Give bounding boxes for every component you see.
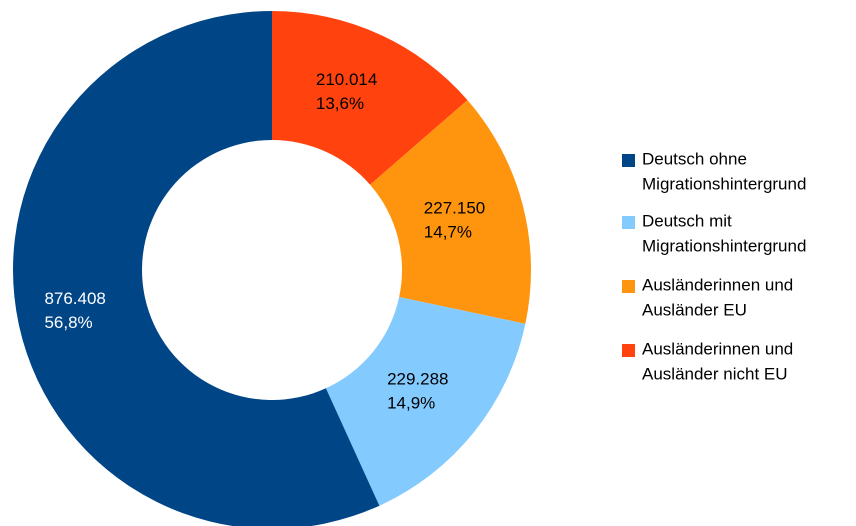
legend-label: Deutsch ohne: [642, 149, 747, 168]
legend-label: Migrationshintergrund: [642, 174, 806, 193]
share-label: 14,7%: [424, 223, 472, 242]
legend-label: Ausländer EU: [642, 300, 747, 319]
legend-swatch: [622, 216, 635, 229]
legend-swatch: [622, 154, 635, 167]
share-label: 14,9%: [387, 394, 435, 413]
share-label: 13,6%: [316, 94, 364, 113]
slice: [272, 11, 468, 185]
legend-swatch: [622, 344, 635, 357]
slice: [13, 11, 380, 526]
value-label: 210.014: [316, 70, 377, 89]
slice: [370, 100, 531, 324]
legend-label: Ausländerinnen und: [642, 275, 793, 294]
legend-label: Migrationshintergrund: [642, 236, 806, 255]
value-label: 876.408: [44, 289, 105, 308]
legend-swatch: [622, 280, 635, 293]
slice: [325, 297, 526, 506]
legend-label: Ausländerinnen und: [642, 339, 793, 358]
legend-label: Deutsch mit: [642, 211, 732, 230]
value-label: 227.150: [424, 199, 485, 218]
value-label: 229.288: [387, 370, 448, 389]
legend-label: Ausländer nicht EU: [642, 364, 788, 383]
share-label: 56,8%: [44, 313, 92, 332]
